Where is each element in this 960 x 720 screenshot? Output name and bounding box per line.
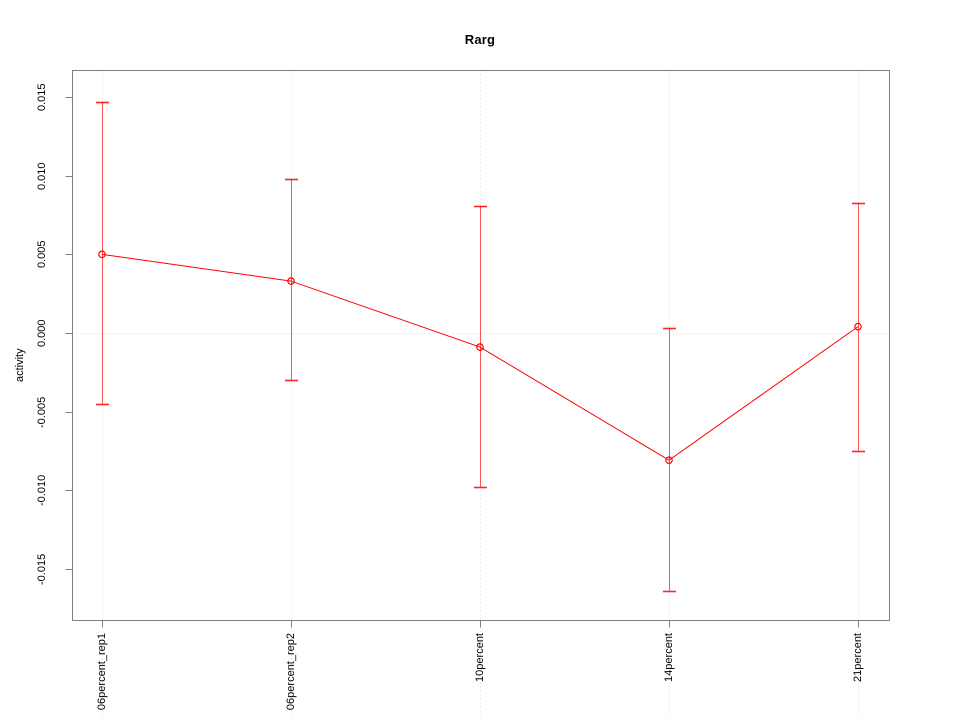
data-point	[854, 322, 862, 331]
data-point	[287, 277, 295, 285]
y-tick-label: -0.010	[36, 474, 48, 506]
x-tick-label: 06percent_rep1	[96, 632, 108, 710]
y-tick-label: -0.005	[36, 395, 48, 428]
x-tick-label: 10percent	[474, 632, 486, 682]
axis-ticks	[65, 97, 859, 628]
data-points	[98, 250, 862, 465]
y-tick-label: 0.015	[36, 83, 48, 111]
chart-title: Rarg	[464, 32, 496, 47]
error-bars	[96, 101, 865, 593]
plot-box	[72, 70, 890, 621]
y-tick-label: -0.015	[36, 553, 48, 585]
data-point	[665, 456, 673, 465]
data-point	[476, 343, 484, 351]
data-point	[98, 250, 106, 259]
x-tick-label: 14percent	[663, 632, 675, 682]
y-tick-label: 0.005	[36, 240, 48, 269]
x-tick-label: 21percent	[852, 632, 864, 682]
y-tick-label: 0.010	[36, 162, 48, 190]
x-tick-label: 06percent_rep2	[285, 632, 297, 710]
y-tick-label: 0.000	[36, 319, 48, 347]
